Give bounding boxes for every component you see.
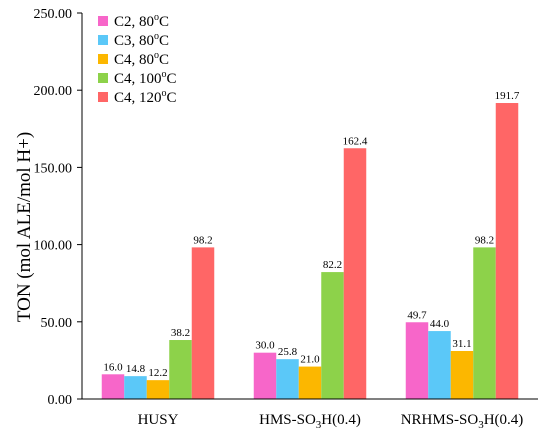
legend-swatch [98,16,108,26]
y-axis-label: TON (mol ALE/mol H+) [14,132,35,322]
legend-label: C4, 80oC [114,50,169,68]
legend-swatch [98,35,108,45]
data-label: 162.4 [343,135,368,147]
y-tick-label: 0.00 [48,393,73,408]
x-category-label: HMS-SO3H(0.4) [259,412,361,431]
data-label: 12.2 [148,367,167,379]
data-label: 98.2 [475,234,494,246]
data-label: 82.2 [323,259,342,271]
y-tick-label: 200.00 [34,84,73,99]
data-label: 30.0 [255,340,275,352]
bar [428,331,451,399]
bar [298,366,322,399]
bar [124,376,147,399]
y-tick-label: 50.00 [41,316,73,331]
axes [81,13,538,400]
bar [169,340,192,399]
bar [276,359,299,399]
legend-swatch [98,73,108,83]
data-label: 38.2 [171,327,190,339]
y-tick-label: 150.00 [34,161,73,176]
bars [101,103,519,399]
bar [405,322,429,399]
y-tick-label: 250.00 [34,7,73,22]
bar [343,148,367,399]
legend-swatch [98,54,108,64]
data-label: 16.0 [103,361,123,373]
bar [146,380,170,399]
data-labels: 16.0 14.8 12.2 38.2 98.2 30.025.821.0 82.2 162.… [103,90,520,379]
bar [321,272,344,399]
legend-label: C2, 80oC [114,12,169,30]
legend-swatch [98,92,108,102]
data-label: 25.8 [278,346,298,358]
bar [191,247,215,399]
data-label: 14.8 [126,363,146,375]
data-label: 98.2 [193,234,212,246]
x-axis-category-labels: HUSY HMS-SO3H(0.4) NRHMS-SO3H(0.4) [138,412,524,431]
data-label: 31.1 [452,338,471,350]
bar [450,350,474,399]
data-label: 44.0 [430,318,450,330]
bar [101,374,125,399]
data-label: 191.7 [495,90,520,102]
data-label: 21.0 [300,354,320,366]
legend-label: C4, 120oC [114,88,177,106]
y-tick-label: 100.00 [34,239,73,254]
legend-label: C4, 100oC [114,69,177,87]
data-label: 49.7 [407,309,427,321]
bar [253,352,277,399]
x-category-label: NRHMS-SO3H(0.4) [401,412,524,431]
x-category-label: HUSY [138,412,179,428]
y-axis-title: TON (mol ALE/mol H+) [14,132,35,322]
bar [495,103,519,399]
legend-label: C3, 80oC [114,31,169,49]
y-axis-ticks: 0.00 50.00 100.00 150.00 200.00 250.00 [34,7,82,408]
bar [473,247,496,399]
